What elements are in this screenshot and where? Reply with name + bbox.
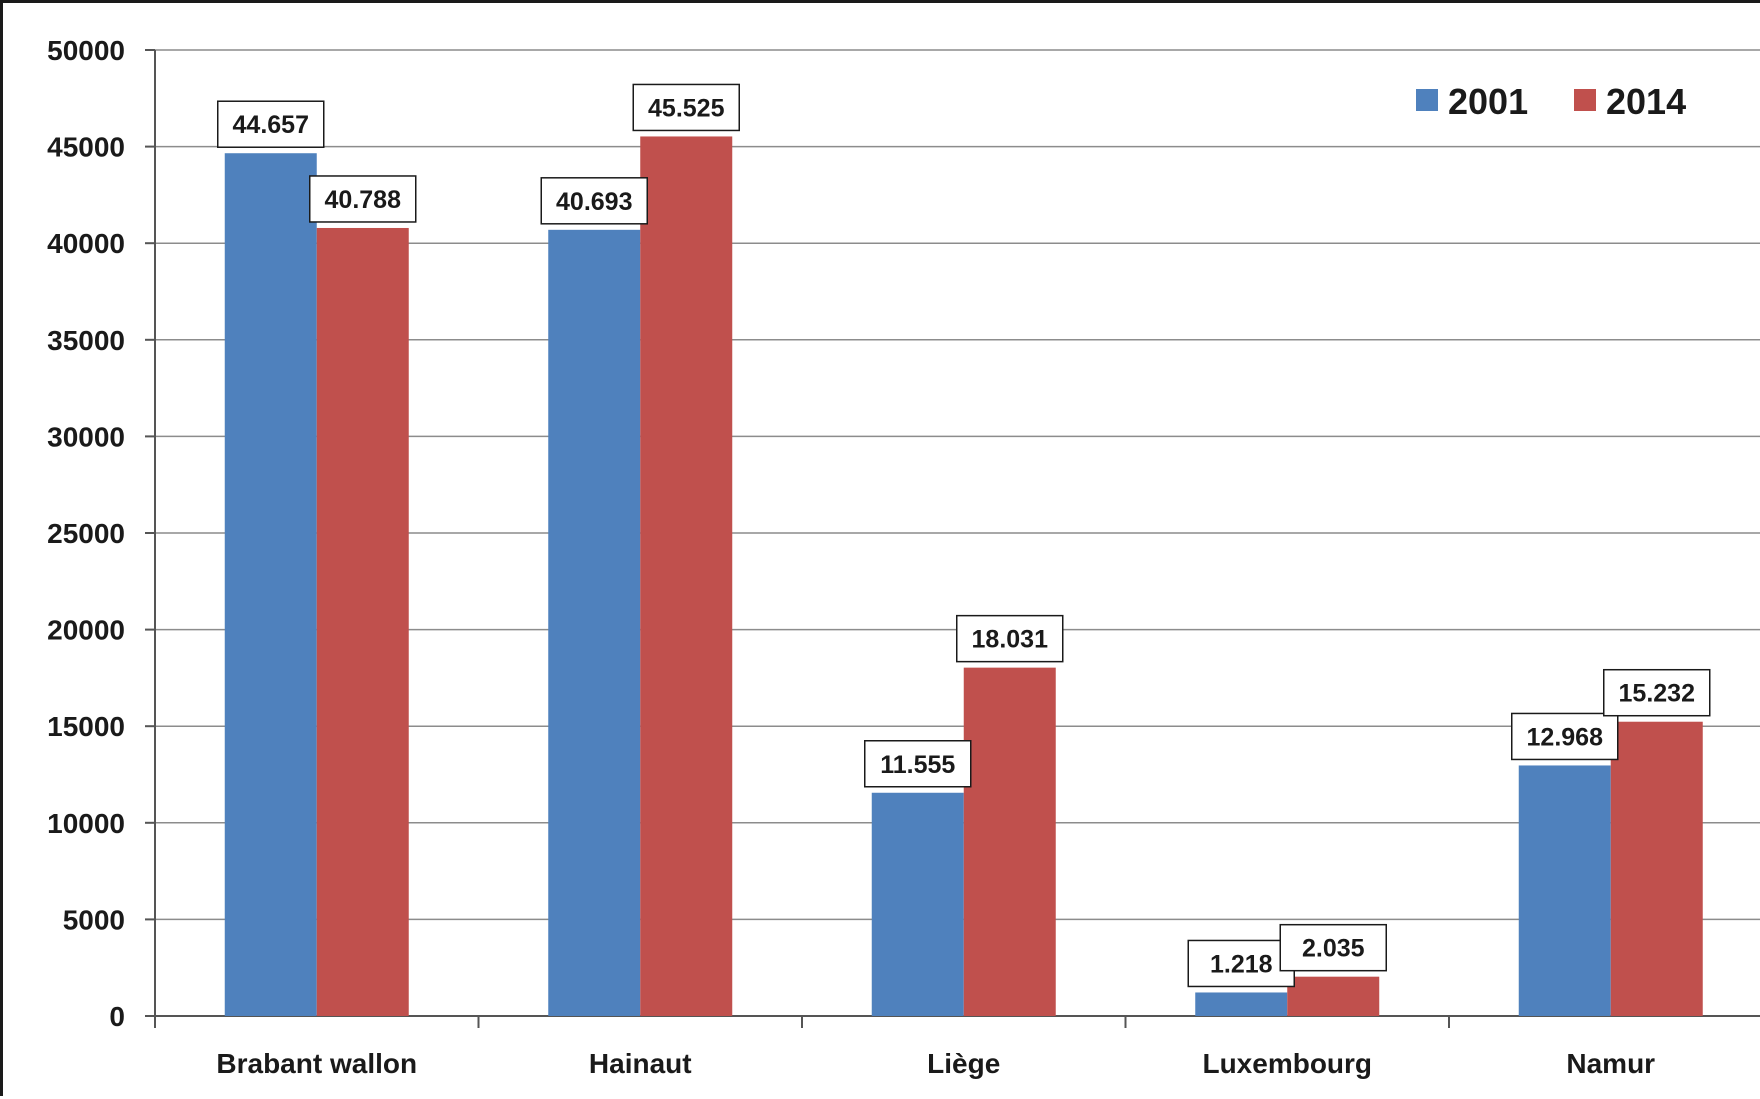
bar-chart: 0 5000 10000 15000 20000 25000 30000 35000 40000… — [47, 35, 1760, 1079]
data-label-value: 44.657 — [233, 111, 309, 139]
bar-2001-1 — [548, 229, 641, 1017]
bar-2001-4 — [1518, 765, 1611, 1016]
data-label-value: 11.555 — [880, 751, 955, 779]
data-label-box — [1603, 668, 1711, 717]
data-label-box — [309, 175, 417, 223]
bar-2014-1 — [640, 136, 733, 1016]
data-label-box — [956, 614, 1064, 663]
data-label: 15.232 — [1603, 668, 1711, 717]
y-axis: 0 5000 10000 15000 20000 25000 30000 35000 40000… — [47, 35, 156, 1032]
y-tick-label: 10000 — [47, 808, 125, 839]
data-label: 44.657 — [217, 100, 325, 148]
legend-swatch — [1574, 89, 1596, 111]
data-label-value: 12.968 — [1527, 723, 1604, 751]
data-label-value: 40.788 — [325, 186, 402, 214]
data-label: 11.555 — [864, 740, 972, 788]
bar-2001-2 — [871, 792, 964, 1016]
bar-2014-0 — [316, 227, 409, 1017]
data-label: 2.035 — [1279, 923, 1387, 972]
data-label-value: 2.035 — [1302, 935, 1365, 963]
legend-swatch — [1416, 89, 1438, 111]
data-label-box — [1187, 939, 1295, 988]
data-label-value: 45.525 — [648, 94, 725, 122]
data-label: 45.525 — [632, 83, 740, 132]
data-label-box — [632, 83, 740, 132]
data-label-box — [1511, 712, 1619, 761]
y-tick-label: 50000 — [47, 35, 125, 66]
bar-2014-3 — [1287, 976, 1380, 1016]
data-label-box — [217, 100, 325, 148]
data-label-value: 1.218 — [1210, 950, 1273, 978]
category-label: Hainaut — [589, 1048, 692, 1079]
x-axis — [154, 1015, 1760, 1028]
y-tick-label: 30000 — [47, 421, 125, 452]
y-tick-label: 0 — [109, 1001, 125, 1032]
bar-2001-3 — [1195, 992, 1288, 1016]
bar-2001-0 — [224, 153, 317, 1017]
data-labels: 44.657 40.788 40.693 45.525 11.555 18.031 1.21… — [217, 83, 1711, 988]
legend: 2001 2014 — [1416, 81, 1686, 122]
data-label-box — [1279, 923, 1387, 972]
bar-2014-4 — [1610, 721, 1703, 1016]
data-label: 40.693 — [540, 177, 648, 225]
category-labels: Brabant wallon Hainaut Liège Luxembourg Namu… — [216, 1048, 1655, 1079]
data-label-value: 18.031 — [972, 626, 1049, 654]
y-tick-label: 35000 — [47, 325, 125, 356]
category-label: Luxembourg — [1202, 1048, 1372, 1079]
data-label: 1.218 — [1187, 939, 1295, 988]
bar-2014-2 — [963, 667, 1056, 1016]
y-tick-label: 40000 — [47, 228, 125, 259]
y-tick-label: 20000 — [47, 615, 125, 646]
data-label-value: 15.232 — [1619, 680, 1695, 708]
data-label-box — [540, 177, 648, 225]
category-label: Liège — [927, 1048, 1000, 1079]
category-label: Namur — [1566, 1048, 1655, 1079]
legend-label: 2001 — [1448, 81, 1528, 122]
y-tick-label: 45000 — [47, 132, 125, 163]
data-label: 12.968 — [1511, 712, 1619, 761]
bars — [224, 136, 1703, 1017]
data-label: 40.788 — [309, 175, 417, 223]
y-tick-label: 15000 — [47, 711, 125, 742]
gridlines — [155, 49, 1760, 921]
y-tick-label: 5000 — [63, 904, 125, 935]
data-label-value: 40.693 — [556, 188, 632, 216]
y-tick-label: 25000 — [47, 518, 125, 549]
data-label: 18.031 — [956, 614, 1064, 663]
data-label-box — [864, 740, 972, 788]
category-label: Brabant wallon — [216, 1048, 417, 1079]
legend-label: 2014 — [1606, 81, 1686, 122]
